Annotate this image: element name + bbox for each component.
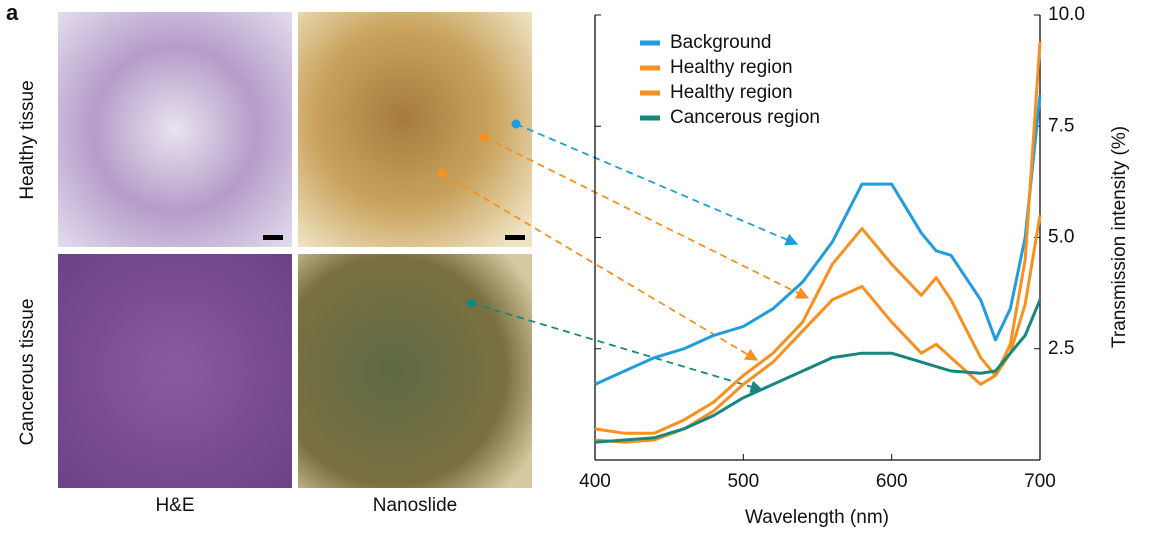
arrow [441, 172, 759, 361]
column-label: Nanoslide [373, 495, 458, 516]
y-tick-label: 7.5 [1048, 115, 1074, 136]
dot [437, 168, 447, 178]
arrow [470, 302, 764, 393]
scale-bar [505, 235, 525, 240]
y-tick-label: 10.0 [1048, 4, 1085, 25]
series-line [594, 299, 1042, 444]
row-label: Healthy tissue [17, 80, 38, 199]
y-tick-label: 5.0 [1048, 227, 1074, 248]
x-tick-label: 700 [1024, 471, 1056, 492]
series-line [594, 41, 1042, 435]
panel-label: a [6, 0, 19, 25]
arrows [441, 123, 810, 393]
micrograph [298, 12, 532, 247]
legend-label: Healthy region [670, 82, 793, 103]
micrograph [58, 254, 292, 488]
x-tick-label: 600 [876, 471, 908, 492]
series-line [594, 215, 1042, 444]
legend-label: Background [670, 32, 771, 53]
y-axis-label: Transmission intensity (%) [1109, 126, 1130, 348]
scale-bar [263, 235, 283, 240]
micrograph [58, 12, 292, 247]
arrow [515, 123, 799, 246]
series-line [594, 94, 1042, 386]
dot [466, 298, 476, 308]
micrograph [298, 254, 532, 488]
dot [511, 119, 521, 129]
arrow [483, 136, 810, 299]
x-axis-label: Wavelength (nm) [745, 507, 889, 528]
legend-label: Healthy region [670, 57, 793, 78]
y-tick-label: 2.5 [1048, 338, 1074, 359]
x-tick-label: 500 [727, 471, 759, 492]
legend-label: Cancerous region [670, 107, 820, 128]
column-label: H&E [155, 495, 194, 516]
x-tick-label: 400 [579, 471, 611, 492]
dot [479, 132, 489, 142]
row-label: Cancerous tissue [17, 299, 38, 446]
